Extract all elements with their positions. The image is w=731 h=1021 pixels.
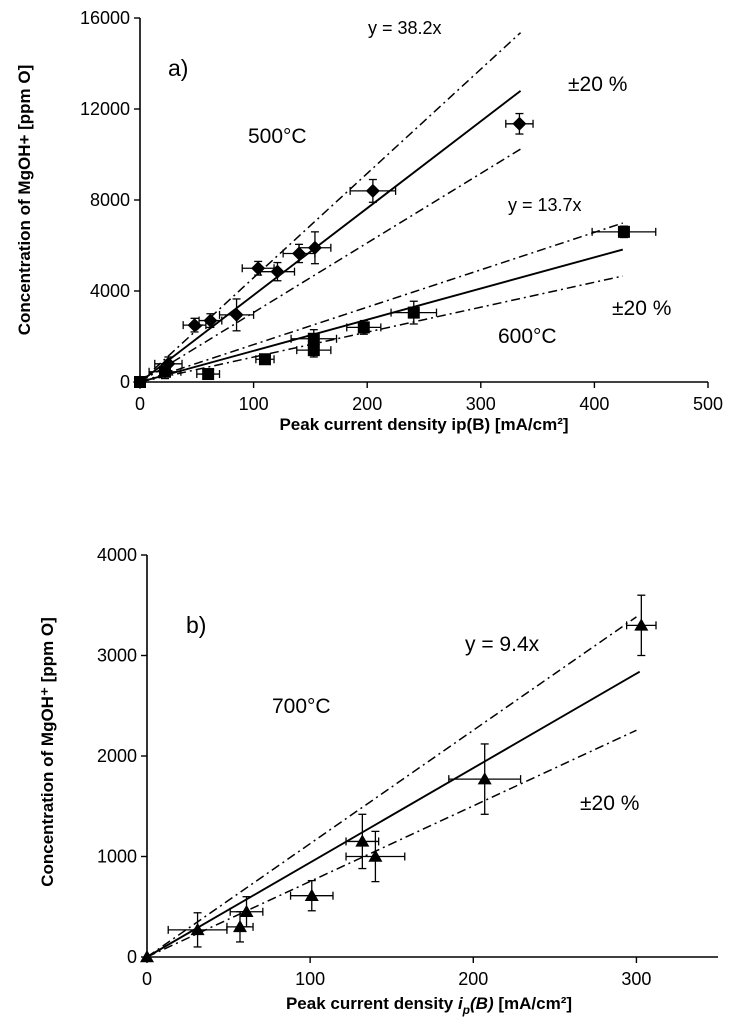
b-x-tick-label: 200 — [458, 969, 488, 989]
chart-panel-b: 0 100 200 300 0 1000 2000 3000 4000 b) y = 9.4x… — [38, 545, 718, 1017]
b-y-tick-label: 1000 — [97, 847, 137, 867]
y-axis-title-b: Concentration of MgOH⁺ [ppm O] — [38, 617, 57, 887]
a-y-tick-label: 4000 — [90, 281, 130, 301]
fit-label-600: y = 13.7x — [508, 195, 582, 215]
fit-label-700: y = 9.4x — [465, 633, 540, 656]
band-upper-line-600C — [139, 222, 624, 383]
panel-label-b: b) — [186, 612, 206, 638]
data-point-600C — [357, 321, 370, 334]
a-x-tick-label: 300 — [466, 394, 496, 414]
data-point-700C — [232, 919, 247, 933]
x-title-b-italic-b: (B) — [470, 994, 494, 1013]
data-point-600C — [202, 368, 215, 381]
a-x-tick-label: 0 — [135, 394, 145, 414]
b-y-tick-label: 4000 — [97, 545, 137, 565]
a-y-ticks: 0 4000 8000 12000 16000 — [80, 8, 140, 392]
band-label-600: ±20 % — [612, 297, 671, 320]
a-y-tick-label: 12000 — [80, 99, 130, 119]
temp-label-700: 700°C — [272, 695, 331, 718]
data-point-500C — [187, 318, 202, 333]
data-point-700C — [368, 849, 383, 862]
x-title-b-italic-i: i — [458, 994, 464, 1013]
x-axis-title-b: Peak current density ip(B) [mA/cm²] — [286, 994, 572, 1017]
data-point-700C — [239, 904, 254, 918]
x-title-b-subscript-p: p — [462, 1003, 470, 1017]
fit-line-600C — [139, 248, 624, 383]
b-error-bars — [167, 594, 657, 948]
b-x-tick-label: 100 — [295, 969, 325, 989]
data-point-500C — [365, 183, 380, 198]
data-point-600C — [407, 306, 420, 319]
data-point-500C — [229, 307, 244, 322]
data-point-600C — [307, 332, 320, 345]
a-data-points — [133, 116, 630, 389]
temp-label-500: 500°C — [248, 125, 307, 148]
data-point-700C — [634, 618, 649, 631]
fit-line-500C — [139, 90, 522, 383]
band-label-500: ±20 % — [568, 73, 627, 96]
data-point-500C — [203, 313, 218, 328]
data-point-700C — [140, 950, 154, 963]
data-point-600C — [307, 344, 320, 357]
a-y-tick-label: 16000 — [80, 8, 130, 28]
data-point-500C — [512, 116, 527, 131]
data-point-500C — [270, 264, 285, 279]
data-point-500C — [251, 261, 266, 276]
data-point-700C — [477, 772, 492, 785]
band-label-700: ±20 % — [580, 792, 639, 815]
data-point-700C — [355, 834, 370, 847]
fit-line-700C — [146, 670, 641, 958]
b-data-points — [140, 618, 649, 963]
b-y-tick-label: 2000 — [97, 746, 137, 766]
data-point-600C — [617, 225, 630, 238]
x-axis-title-a: Peak current density ip(B) [mA/cm²] — [279, 415, 568, 434]
a-x-tick-label: 500 — [693, 394, 723, 414]
data-point-500C — [292, 246, 307, 261]
band-upper-line-700C — [146, 616, 637, 958]
b-fit-lines — [146, 670, 641, 958]
b-y-tick-label: 0 — [127, 947, 137, 967]
x-title-b-units: [mA/cm²] — [494, 994, 572, 1013]
a-fit-lines — [139, 90, 624, 383]
a-x-ticks: 0 100 200 300 400 500 — [135, 382, 723, 414]
b-y-ticks: 0 1000 2000 3000 4000 — [97, 545, 147, 967]
a-x-tick-label: 100 — [239, 394, 269, 414]
data-point-600C — [158, 365, 171, 378]
a-error-bars — [148, 112, 657, 380]
b-band-lines — [146, 616, 637, 958]
b-x-ticks: 0 100 200 300 — [142, 957, 651, 989]
temp-label-600: 600°C — [498, 325, 557, 348]
band-lower-line-500C — [139, 148, 521, 383]
b-x-tick-label: 300 — [621, 969, 651, 989]
b-x-tick-label: 0 — [142, 969, 152, 989]
data-point-500C — [307, 240, 322, 255]
data-point-700C — [304, 888, 319, 901]
band-lower-line-700C — [146, 729, 637, 958]
a-y-tick-label: 8000 — [90, 190, 130, 210]
panel-label-a: a) — [168, 55, 188, 81]
data-point-600C — [258, 353, 271, 366]
y-axis-title-a: Concentration of MgOH+ [ppm O] — [15, 65, 34, 336]
a-y-tick-label: 0 — [120, 372, 130, 392]
b-y-tick-label: 3000 — [97, 646, 137, 666]
x-title-b-part1: Peak current density — [286, 994, 458, 1013]
data-point-700C — [190, 922, 205, 936]
a-x-tick-label: 200 — [352, 394, 382, 414]
fit-label-500: y = 38.2x — [368, 18, 442, 38]
a-x-tick-label: 400 — [579, 394, 609, 414]
